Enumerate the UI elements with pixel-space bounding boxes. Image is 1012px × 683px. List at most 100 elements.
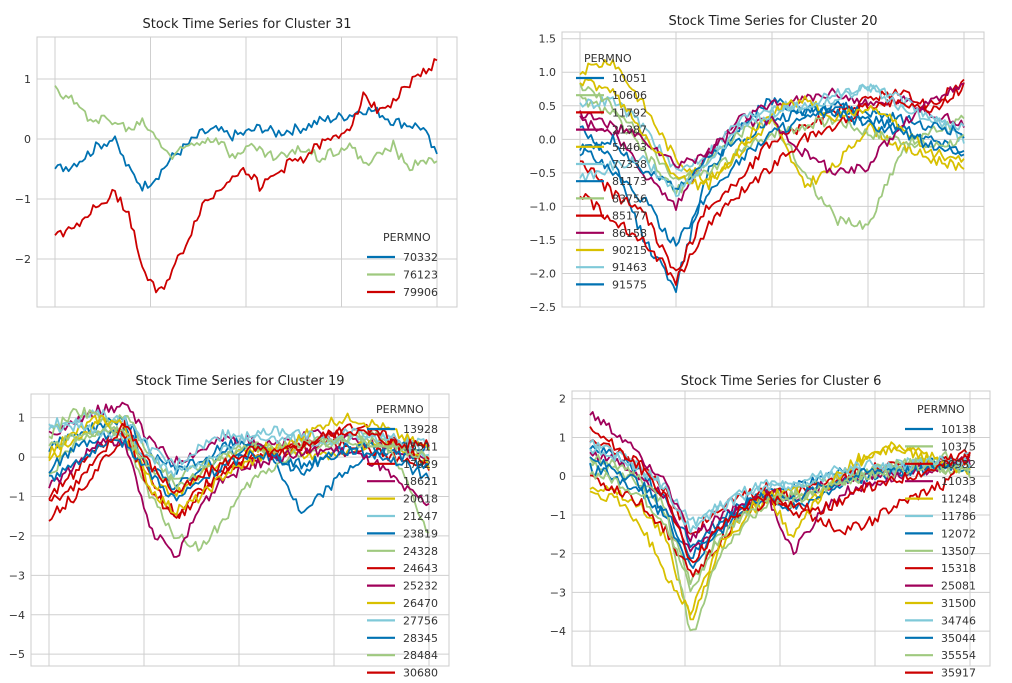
- y-tick-label: −1: [9, 490, 25, 503]
- legend-label: 76123: [403, 269, 438, 282]
- legend-label: 10051: [612, 72, 647, 85]
- series-line-54463: [579, 59, 965, 189]
- y-tick-label: 1.0: [539, 66, 557, 79]
- legend-label: 28484: [403, 649, 438, 662]
- legend-label: 27756: [403, 614, 438, 627]
- legend-label: 15318: [941, 562, 976, 575]
- y-tick-label: 1.5: [539, 33, 557, 46]
- legend-label: 91575: [612, 278, 647, 291]
- legend-title: PERMNO: [917, 403, 965, 416]
- y-tick-label: 2: [559, 393, 566, 406]
- legend-label: 90215: [612, 244, 647, 257]
- y-tick-label: 1: [24, 73, 31, 86]
- series-line-35554: [589, 459, 971, 593]
- legend-label: 79906: [403, 286, 438, 299]
- legend-label: 18621: [403, 475, 438, 488]
- legend-title: PERMNO: [383, 231, 431, 244]
- series-line-12072: [589, 461, 971, 569]
- series-line-15318: [589, 451, 971, 578]
- chart-4: −4 −3 −2 −1 0 1 2 Stock Time Series for Cluster…: [550, 374, 991, 680]
- y-tick-label: −1: [15, 193, 31, 206]
- legend-label: 24328: [403, 545, 438, 558]
- plot-frame: [30, 393, 450, 667]
- series-line-81173: [579, 101, 965, 191]
- legend-title: PERMNO: [584, 52, 632, 65]
- legend-label: 21387: [612, 124, 647, 137]
- legend-label: 11792: [612, 106, 647, 119]
- legend-label: 26470: [403, 597, 438, 610]
- legend-label: 54463: [612, 141, 647, 154]
- series-line-85177: [579, 82, 965, 286]
- legend-label: 11786: [941, 510, 976, 523]
- y-tick-label: 1: [18, 412, 25, 425]
- legend-label: 24643: [403, 562, 438, 575]
- series-line-24328: [48, 406, 430, 552]
- legend-label: 17929: [403, 458, 438, 471]
- legend-label: 86158: [612, 227, 647, 240]
- legend-label: 25232: [403, 580, 438, 593]
- series-line-79906: [54, 58, 438, 294]
- plot-frame: [36, 36, 458, 308]
- legend-label: 81173: [612, 175, 647, 188]
- y-tick-label: −0.5: [529, 167, 556, 180]
- legend-label: 25081: [941, 580, 976, 593]
- y-tick-label: 0: [24, 133, 31, 146]
- y-tick-label: 0.5: [539, 100, 557, 113]
- series-line-76123: [54, 85, 438, 172]
- y-tick-label: −1: [550, 509, 566, 522]
- chart-title: Stock Time Series for Cluster 20: [669, 14, 878, 29]
- y-tick-label: −1.5: [529, 234, 556, 247]
- legend-label: 13928: [403, 423, 438, 436]
- legend-label: 10606: [612, 89, 647, 102]
- legend-label: 10138: [941, 423, 976, 436]
- y-tick-label: −3: [550, 586, 566, 599]
- legend-label: 28345: [403, 632, 438, 645]
- chart-title: Stock Time Series for Cluster 19: [136, 374, 345, 389]
- series-line-27756: [48, 420, 430, 478]
- legend-label: 85177: [612, 210, 647, 223]
- plot-frame: [571, 390, 991, 667]
- y-tick-label: −3: [9, 569, 25, 582]
- series-line-34746: [589, 438, 971, 534]
- legend-label: 34746: [941, 614, 976, 627]
- y-tick-label: −2.0: [529, 267, 556, 280]
- legend-label: 10375: [941, 440, 976, 453]
- legend-label: 23819: [403, 527, 438, 540]
- legend-label: 83756: [612, 192, 647, 205]
- series-line-70332: [54, 106, 438, 192]
- series-line-31500: [589, 441, 970, 616]
- legend-label: 35554: [941, 649, 976, 662]
- legend-label: 21247: [403, 510, 438, 523]
- series-line-91463: [579, 83, 965, 198]
- legend-label: 15511: [403, 440, 438, 453]
- y-tick-label: 0: [559, 470, 566, 483]
- legend-label: 70332: [403, 251, 438, 264]
- legend-label: 91463: [612, 261, 647, 274]
- legend-label: 31500: [941, 597, 976, 610]
- series-line-35917: [589, 426, 971, 564]
- legend-label: 13507: [941, 545, 976, 558]
- y-tick-label: −2: [550, 548, 566, 561]
- chart-title: Stock Time Series for Cluster 6: [681, 374, 882, 389]
- y-tick-label: −4: [9, 609, 25, 622]
- y-tick-label: −2.5: [529, 301, 556, 314]
- chart-2: −2.5 −2.0 −1.5 −1.0 −0.5 0.0 0.5 1.0 1.5 Stock Ti…: [529, 14, 985, 314]
- legend-label: 11033: [941, 475, 976, 488]
- y-tick-label: 0.0: [539, 133, 557, 146]
- y-tick-label: −5: [9, 648, 25, 661]
- legend-label: 35917: [941, 667, 976, 680]
- chart-1: −2 −1 0 1 Stock Time Series for Cluster 31 PE…: [15, 17, 458, 308]
- y-tick-label: −2: [9, 530, 25, 543]
- legend-label: 10932: [941, 458, 976, 471]
- y-tick-label: −1.0: [529, 200, 556, 213]
- chart-title: Stock Time Series for Cluster 31: [143, 17, 352, 32]
- series-line-26470: [48, 412, 430, 516]
- legend-label: 11248: [941, 493, 976, 506]
- series-line-91575: [579, 107, 965, 247]
- series-line-30680: [48, 422, 430, 502]
- legend-label: 35044: [941, 632, 976, 645]
- y-tick-label: 1: [559, 431, 566, 444]
- legend-label: 20618: [403, 493, 438, 506]
- legend-label: 30680: [403, 667, 438, 680]
